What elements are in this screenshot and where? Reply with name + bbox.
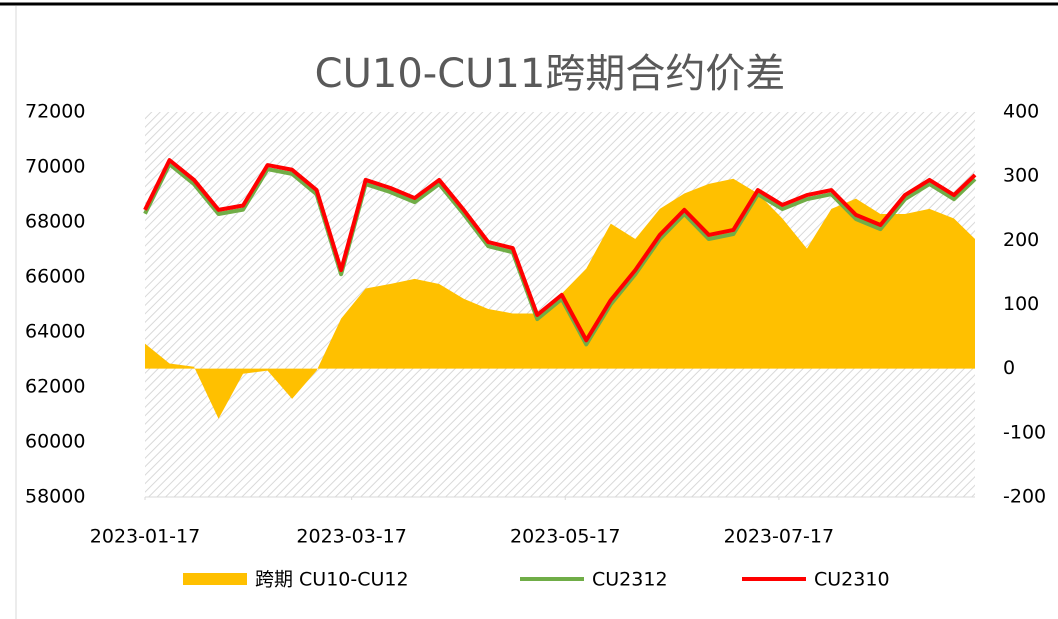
x-tick-label: 2023-05-17 bbox=[510, 526, 620, 548]
legend-swatch bbox=[183, 573, 247, 585]
line bbox=[143, 158, 977, 343]
y2-tick-label: -200 bbox=[1003, 486, 1046, 508]
y2-tick-label: -100 bbox=[1003, 421, 1046, 443]
legend-label: CU2312 bbox=[592, 569, 668, 591]
x-tick-label: 2023-07-17 bbox=[724, 526, 834, 548]
chart-title: CU10-CU11跨期合约价差 bbox=[315, 51, 786, 97]
x-tick-label: 2023-01-17 bbox=[90, 526, 200, 548]
y2-tick-label: 200 bbox=[1003, 229, 1039, 251]
y-tick-label: 70000 bbox=[25, 156, 85, 178]
y2-tick-label: 300 bbox=[1003, 165, 1039, 187]
y-tick-label: 68000 bbox=[25, 211, 85, 233]
legend-label: CU2310 bbox=[814, 569, 890, 591]
x-tick-label: 2023-03-17 bbox=[296, 526, 406, 548]
y-tick-label: 66000 bbox=[25, 266, 85, 288]
y-tick-label: 62000 bbox=[25, 376, 85, 398]
y2-tick-label: 0 bbox=[1003, 357, 1015, 379]
y2-tick-label: 100 bbox=[1003, 293, 1039, 315]
legend-label: 跨期 CU10-CU12 bbox=[255, 569, 409, 591]
y-tick-label: 64000 bbox=[25, 321, 85, 343]
y-tick-label: 60000 bbox=[25, 431, 85, 453]
y2-tick-label: 400 bbox=[1003, 101, 1039, 123]
y-tick-label: 72000 bbox=[25, 101, 85, 123]
y-tick-label: 58000 bbox=[25, 486, 85, 508]
